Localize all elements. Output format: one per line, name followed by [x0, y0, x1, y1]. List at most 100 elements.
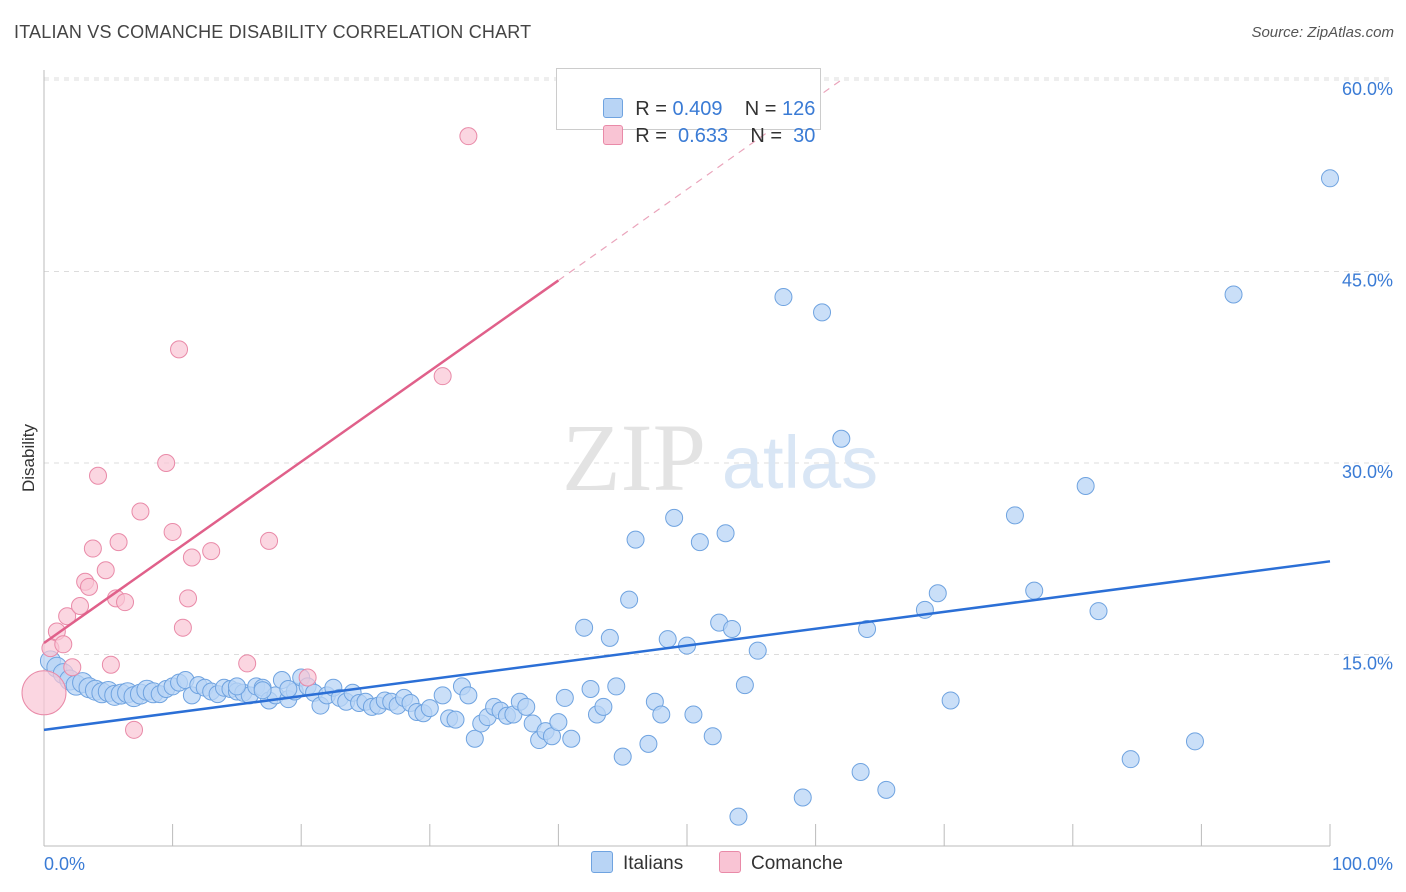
italians-point-113 [928, 584, 947, 603]
italians-point-123 [227, 677, 246, 696]
italians-point-94 [665, 508, 684, 527]
x-tick-label-min: 0.0% [44, 854, 85, 874]
italians-point-117 [1076, 476, 1095, 495]
italians-point-93 [658, 630, 677, 649]
italians-point-65 [465, 729, 484, 748]
italians-point-116 [1025, 581, 1044, 600]
comanche-point-12 [101, 655, 120, 674]
italians-point-103 [735, 676, 754, 695]
italians-point-119 [1121, 750, 1140, 769]
series-legend-italians[interactable]: Italians [591, 851, 683, 875]
correlation-legend: R = 0.409 N = 126 R = 0.633 N = 30 [556, 68, 821, 147]
italians-point-122 [1321, 169, 1339, 188]
comanche-point-0 [21, 670, 67, 716]
italians-point-84 [594, 697, 613, 716]
italians-point-87 [613, 747, 632, 766]
comanche-point-25 [238, 654, 257, 673]
italians-point-81 [575, 618, 594, 637]
comanche-point-14 [109, 533, 128, 552]
series-label-comanche: Comanche [751, 853, 843, 874]
comanche-point-8 [80, 577, 99, 596]
comanche-point-15 [116, 593, 135, 612]
italians-point-96 [684, 705, 703, 724]
comanche-point-18 [157, 454, 176, 472]
comanche-point-9 [83, 539, 102, 558]
series-legend: Italians Comanche [0, 851, 1406, 877]
italians-point-88 [620, 590, 639, 609]
x-tick-label-max: 100.0% [1332, 854, 1393, 874]
italians-point-90 [639, 734, 658, 753]
comanche-point-22 [179, 589, 198, 608]
legend-italians-n-value: 126 [782, 98, 816, 120]
italians-point-85 [600, 628, 619, 647]
italians-point-73 [517, 697, 536, 716]
legend-swatch-comanche [603, 125, 624, 145]
series-legend-comanche[interactable]: Comanche [719, 851, 843, 875]
italians-point-100 [716, 524, 735, 543]
legend-italians-r-value: 0.409 [672, 98, 723, 120]
comanche-point-21 [173, 618, 192, 637]
italians-point-101 [723, 619, 742, 638]
legend-comanche-r-label: R = [635, 125, 667, 147]
italians-point-108 [832, 429, 851, 448]
comanche-points [21, 127, 478, 739]
italians-point-114 [941, 691, 960, 710]
legend-row-comanche: R = 0.633 N = 30 [581, 102, 815, 147]
source-label: Source: ZipAtlas.com [1251, 24, 1394, 41]
legend-swatch-italians [603, 98, 624, 118]
legend-italians-r-label: R = [635, 98, 667, 120]
comanche-point-10 [89, 466, 108, 485]
y-tick-labels: 15.0% 30.0% 45.0% 60.0% [1342, 79, 1393, 674]
italians-point-64 [459, 686, 478, 705]
italians-point-105 [774, 288, 793, 307]
italians-point-59 [420, 699, 439, 718]
legend-comanche-n-label: N = [750, 125, 783, 147]
comanche-point-6 [71, 596, 90, 615]
comanche-point-24 [202, 542, 221, 561]
axes [43, 70, 1331, 847]
comanche-point-26 [260, 531, 279, 550]
italians-point-121 [1224, 285, 1243, 304]
watermark-zip: ZIP [562, 404, 706, 511]
italians-point-104 [748, 641, 767, 660]
y-tick-label-45: 45.0% [1342, 271, 1393, 291]
comanche-point-29 [459, 127, 478, 146]
comanche-point-20 [170, 340, 189, 359]
comanche-point-4 [58, 607, 77, 626]
legend-italians-n-label: N = [744, 98, 777, 120]
italians-point-107 [813, 303, 832, 322]
italians-point-92 [652, 705, 671, 724]
comanche-point-5 [63, 658, 82, 677]
italians-point-89 [626, 530, 645, 549]
italians-trend-line [43, 560, 1331, 732]
comanche-point-19 [163, 522, 182, 541]
italians-point-109 [851, 762, 870, 781]
italians-point-106 [793, 788, 812, 807]
legend-comanche-r-value: 0.633 [678, 125, 729, 147]
italians-point-115 [1005, 506, 1024, 525]
comanche-point-17 [131, 502, 150, 521]
italians-point-78 [549, 713, 568, 732]
italians-point-86 [607, 677, 626, 696]
italians-point-118 [1089, 602, 1108, 621]
comanche-point-3 [54, 635, 73, 654]
series-label-italians: Italians [623, 853, 684, 874]
italians-point-111 [877, 780, 896, 799]
comanche-trend-line [43, 279, 560, 645]
legend-comanche-n-value: 30 [793, 125, 816, 147]
italians-point-124 [253, 681, 272, 700]
italians-point-60 [433, 686, 452, 705]
italians-point-80 [562, 729, 581, 748]
italians-point-110 [858, 619, 877, 638]
y-tick-label-15: 15.0% [1342, 654, 1393, 674]
italians-point-125 [279, 679, 298, 698]
italians-points [39, 169, 1339, 826]
comanche-point-23 [182, 548, 201, 567]
comanche-point-27 [298, 668, 317, 687]
italians-point-82 [581, 679, 600, 698]
y-axis-label: Disability [19, 423, 38, 492]
italians-point-98 [703, 727, 722, 746]
chart-title: ITALIAN VS COMANCHE DISABILITY CORRELATI… [14, 22, 532, 42]
italians-point-97 [690, 533, 709, 552]
